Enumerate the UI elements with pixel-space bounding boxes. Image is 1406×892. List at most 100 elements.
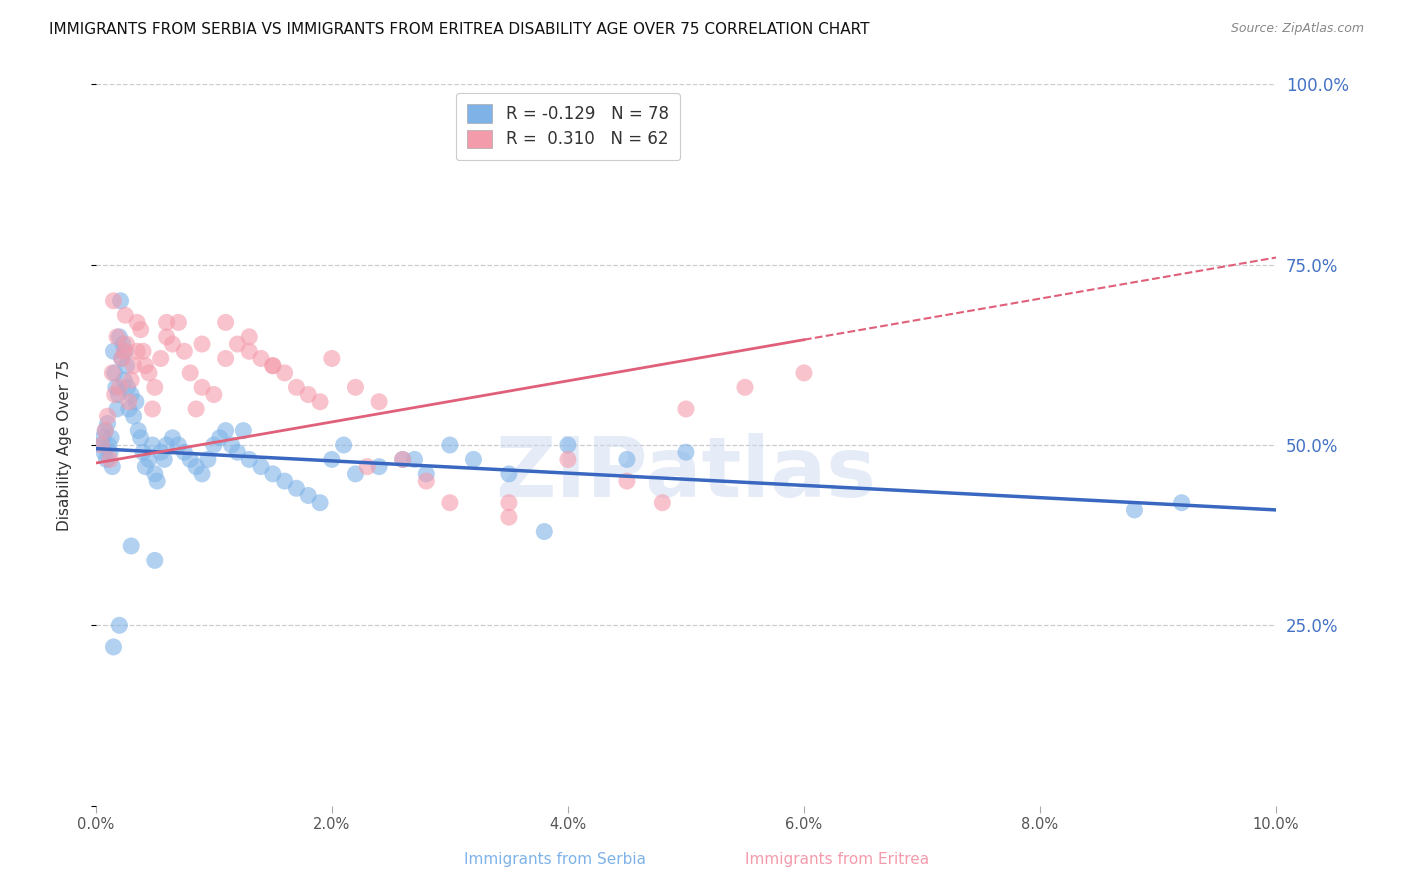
Point [498,496,520,510]
Point [97,417,120,431]
Point [103,293,125,308]
Point [107,387,129,401]
Point [297,387,319,401]
Point [110,293,132,308]
Point [120,539,142,553]
Point [125,394,148,409]
Point [273,366,295,380]
Point [309,394,332,409]
Point [250,459,273,474]
Point [143,553,166,567]
Point [238,452,260,467]
Point [91,431,114,445]
Point [134,359,156,373]
Point [108,330,131,344]
Point [179,452,201,467]
Point [141,401,163,416]
Point [167,315,190,329]
Point [332,438,354,452]
Point [155,330,177,344]
Point [111,337,134,351]
Point [173,344,195,359]
Point [108,380,131,394]
Point [226,337,249,351]
Point [146,474,169,488]
Point [415,467,437,481]
Point [97,409,120,424]
Point [675,445,697,459]
Point [1170,496,1192,510]
Point [173,445,195,459]
Point [111,351,134,366]
Point [94,424,117,438]
Point [129,431,152,445]
Point [149,445,172,459]
Point [149,351,172,366]
Point [141,438,163,452]
Point [143,380,166,394]
Point [214,424,236,438]
Text: IMMIGRANTS FROM SERBIA VS IMMIGRANTS FROM ERITREA DISABILITY AGE OVER 75 CORRELA: IMMIGRANTS FROM SERBIA VS IMMIGRANTS FRO… [49,22,870,37]
Point [191,337,214,351]
Point [368,459,391,474]
Point [98,452,121,467]
Point [557,452,579,467]
Point [616,474,638,488]
Point [297,488,319,502]
Point [675,401,697,416]
Point [122,359,145,373]
Point [162,337,184,351]
Point [127,424,149,438]
Legend: R = -0.129   N = 78, R =  0.310   N = 62: R = -0.129 N = 78, R = 0.310 N = 62 [456,93,681,160]
Point [344,380,367,394]
Point [155,438,177,452]
Point [191,467,214,481]
Point [533,524,555,539]
Text: Immigrants from Eritrea: Immigrants from Eritrea [745,852,928,867]
Point [120,373,142,387]
Point [415,474,437,488]
Point [118,394,141,409]
Point [103,640,125,654]
Point [309,496,332,510]
Point [112,344,135,359]
Point [734,380,756,394]
Point [356,459,378,474]
Point [127,344,149,359]
Point [226,445,249,459]
Point [557,438,579,452]
Point [1123,503,1146,517]
Text: Source: ZipAtlas.com: Source: ZipAtlas.com [1230,22,1364,36]
Point [238,330,260,344]
Point [439,496,461,510]
Point [138,366,160,380]
Point [153,452,176,467]
Point [285,380,308,394]
Point [94,424,117,438]
Y-axis label: Disability Age Over 75: Disability Age Over 75 [58,359,72,531]
Point [221,438,243,452]
Point [118,401,141,416]
Point [321,351,343,366]
Point [262,467,284,481]
Point [368,394,391,409]
Point [179,366,201,380]
Point [273,474,295,488]
Point [129,323,152,337]
Point [101,366,124,380]
Point [143,467,166,481]
Point [105,401,128,416]
Point [321,452,343,467]
Point [127,315,149,329]
Point [184,401,207,416]
Point [238,344,260,359]
Point [391,452,413,467]
Point [120,387,142,401]
Point [463,452,485,467]
Point [262,359,284,373]
Point [191,380,214,394]
Point [155,315,177,329]
Point [98,445,121,459]
Point [112,373,135,387]
Point [498,510,520,524]
